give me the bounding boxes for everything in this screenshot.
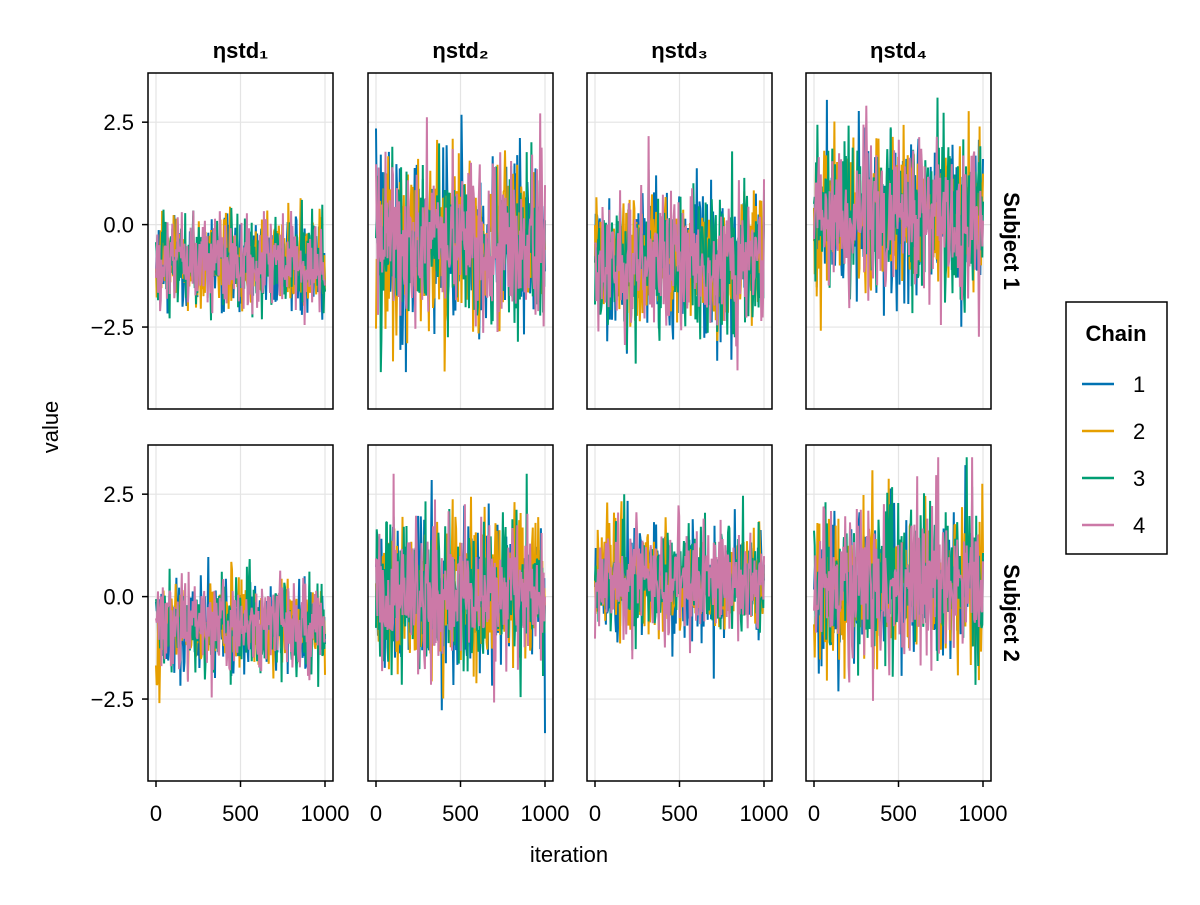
- legend-title: Chain: [1085, 321, 1146, 346]
- panel-2-3: 0 500 1000: [586, 444, 789, 826]
- trace-group: [375, 473, 546, 734]
- panel-1-1: 2.5 0.0 −2.5: [91, 72, 334, 410]
- x-tick-label: 500: [661, 801, 698, 826]
- x-tick-label: 0: [370, 801, 382, 826]
- legend-label: 4: [1133, 513, 1145, 538]
- y-tick-label: 2.5: [103, 482, 134, 507]
- y-tick-label: 0.0: [103, 585, 134, 610]
- x-tick-label: 0: [150, 801, 162, 826]
- legend-frame: [1065, 301, 1168, 555]
- trace-group: [813, 457, 984, 701]
- x-tick-label: 500: [222, 801, 259, 826]
- y-tick-label: 2.5: [103, 110, 134, 135]
- column-title: ηstd₂: [432, 38, 488, 63]
- column-title: ηstd₁: [213, 38, 269, 63]
- panel-frame: [805, 72, 992, 410]
- trace-chain-4: [155, 210, 326, 326]
- trace-group: [594, 494, 765, 679]
- panel-1-2: [367, 72, 554, 410]
- trace-chain-4: [594, 136, 765, 371]
- trace-chain-4: [155, 570, 326, 698]
- trace-chain-4: [375, 473, 546, 703]
- y-tick-label: 0.0: [103, 213, 134, 238]
- trace-group: [594, 136, 765, 371]
- x-tick-label: 1000: [301, 801, 350, 826]
- panel-2-1: 2.5 0.0 −2.5 0 500 1000: [91, 444, 350, 826]
- panel-2-2: 0 500 1000: [367, 444, 570, 826]
- trace-group: [155, 556, 326, 704]
- legend-label: 1: [1133, 372, 1145, 397]
- panel-1-3: [586, 72, 773, 410]
- trace-chain-4: [594, 505, 765, 660]
- panel-frame: [147, 72, 334, 410]
- trace-group: [813, 97, 984, 337]
- trace-chain-4: [813, 105, 984, 337]
- legend-label: 3: [1133, 466, 1145, 491]
- y-tick-label: −2.5: [91, 315, 134, 340]
- y-tick-label: −2.5: [91, 687, 134, 712]
- trace-group: [375, 113, 546, 373]
- panel-1-4: [805, 72, 992, 410]
- x-tick-label: 1000: [521, 801, 570, 826]
- column-title: ηstd₃: [651, 38, 708, 63]
- y-axis-label: value: [38, 401, 63, 454]
- legend-label: 2: [1133, 419, 1145, 444]
- panel-2-4: 0 500 1000: [805, 444, 1008, 826]
- trace-group: [155, 198, 326, 326]
- x-tick-label: 1000: [959, 801, 1008, 826]
- x-tick-label: 0: [589, 801, 601, 826]
- legend: Chain 1 2 3 4: [1065, 301, 1168, 555]
- x-tick-label: 0: [808, 801, 820, 826]
- row-title: Subject 2: [999, 564, 1024, 662]
- column-title: ηstd₄: [870, 38, 927, 63]
- x-tick-label: 500: [880, 801, 917, 826]
- trace-chain-4: [813, 457, 984, 701]
- x-tick-label: 1000: [740, 801, 789, 826]
- row-title: Subject 1: [999, 192, 1024, 290]
- x-axis-label: iteration: [530, 842, 608, 867]
- panel-frame: [586, 72, 773, 410]
- x-tick-label: 500: [442, 801, 479, 826]
- panel-frame: [367, 72, 554, 410]
- trace-chain-4: [375, 113, 546, 333]
